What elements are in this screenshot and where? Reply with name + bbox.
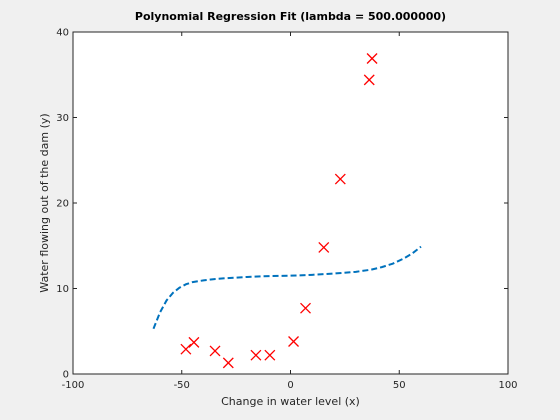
chart-title: Polynomial Regression Fit (lambda = 500.… — [135, 10, 446, 23]
data-point — [188, 336, 200, 348]
y-tick-label: 30 — [56, 113, 69, 124]
data-point — [318, 242, 330, 253]
x-axis-label: Change in water level (x) — [221, 395, 360, 408]
x-tick-label: 50 — [393, 380, 406, 391]
data-point — [180, 343, 192, 355]
data-point — [264, 349, 276, 361]
data-point-stroke — [188, 336, 200, 348]
data-point-stroke — [180, 343, 192, 355]
data-point-stroke — [366, 53, 378, 64]
data-point — [363, 74, 375, 86]
data-point — [300, 302, 311, 314]
y-tick-label: 20 — [56, 199, 69, 210]
x-tick-label: -100 — [62, 380, 85, 391]
fit-curve — [152, 245, 422, 330]
axis-ticks-layer: -100 -50 0 50 100 0 10 20 30 40 — [56, 28, 517, 392]
data-point-stroke — [334, 173, 346, 185]
data-point — [250, 349, 262, 361]
x-tick-label: 100 — [498, 380, 517, 391]
data-points-layer — [180, 53, 378, 369]
data-point-stroke — [264, 349, 276, 361]
data-point-stroke — [318, 242, 330, 253]
data-point — [334, 173, 346, 185]
y-tick-label: 10 — [56, 284, 69, 295]
data-point — [222, 357, 234, 369]
plot-area — [73, 32, 508, 374]
y-axis-label: Water flowing out of the dam (y) — [38, 113, 51, 292]
y-tick-label: 40 — [56, 28, 69, 39]
x-tick-label: -50 — [174, 380, 190, 391]
y-tick-label: 0 — [63, 370, 69, 381]
data-point — [366, 53, 378, 64]
data-point-stroke — [209, 345, 221, 357]
data-point-stroke — [288, 336, 300, 347]
data-point-stroke — [300, 302, 311, 314]
x-tick-label: 0 — [287, 380, 293, 391]
data-point — [288, 336, 300, 347]
data-point-stroke — [250, 349, 262, 361]
fit-curve-layer — [152, 245, 422, 330]
data-point-stroke — [222, 357, 234, 369]
data-point-stroke — [363, 74, 375, 86]
data-point — [209, 345, 221, 357]
